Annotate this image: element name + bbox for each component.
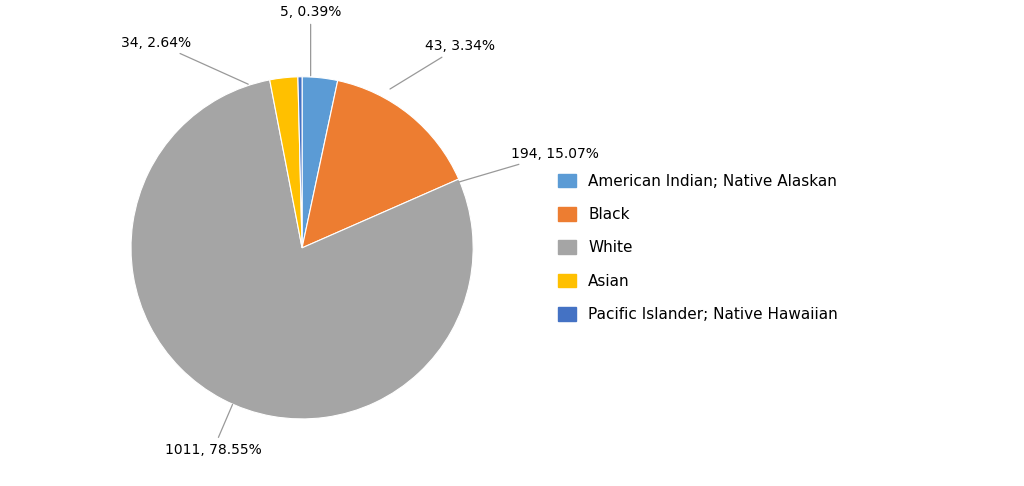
- Text: 194, 15.07%: 194, 15.07%: [459, 147, 599, 182]
- Text: 1011, 78.55%: 1011, 78.55%: [165, 404, 261, 457]
- Legend: American Indian; Native Alaskan, Black, White, Asian, Pacific Islander; Native H: American Indian; Native Alaskan, Black, …: [558, 174, 838, 322]
- Wedge shape: [302, 77, 338, 248]
- Text: 5, 0.39%: 5, 0.39%: [280, 5, 341, 76]
- Text: 34, 2.64%: 34, 2.64%: [121, 35, 248, 84]
- Wedge shape: [269, 77, 302, 248]
- Wedge shape: [131, 80, 473, 419]
- Wedge shape: [302, 81, 459, 248]
- Text: 43, 3.34%: 43, 3.34%: [390, 39, 496, 89]
- Wedge shape: [298, 77, 302, 248]
